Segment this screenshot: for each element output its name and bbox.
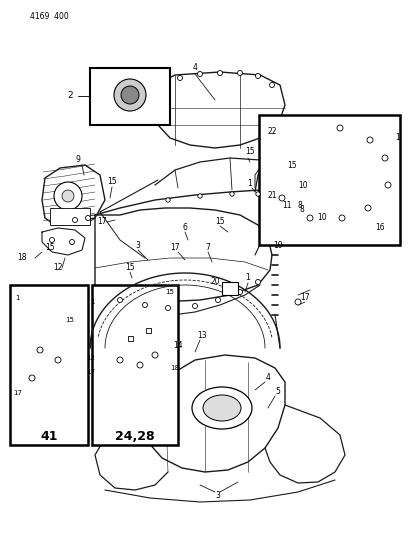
Circle shape [142,303,148,308]
Circle shape [367,137,373,143]
Circle shape [137,362,143,368]
Circle shape [307,215,313,221]
Text: 1: 1 [246,273,251,282]
Text: 14: 14 [173,341,183,350]
Text: 15: 15 [245,148,255,157]
Text: 17: 17 [13,390,22,396]
Bar [127,335,133,341]
Text: 15: 15 [125,263,135,272]
Text: 1: 1 [248,179,253,188]
Text: 12: 12 [53,263,63,272]
Text: 41: 41 [40,431,58,443]
Circle shape [339,215,345,221]
Circle shape [256,192,260,196]
Circle shape [177,76,182,80]
Circle shape [166,198,170,202]
Circle shape [62,190,74,202]
Ellipse shape [203,395,241,421]
Text: 17: 17 [97,217,107,227]
Circle shape [295,299,301,305]
Text: 10: 10 [298,181,308,190]
Text: 10: 10 [317,214,327,222]
Bar [50,208,90,225]
Circle shape [382,155,388,161]
Circle shape [49,238,55,243]
Circle shape [29,375,35,381]
Bar [10,285,88,445]
Circle shape [152,352,158,358]
Text: 1: 1 [15,295,20,301]
Circle shape [198,194,202,198]
Bar [92,285,178,445]
Text: 17: 17 [86,369,95,375]
Circle shape [37,347,43,353]
Circle shape [117,357,123,363]
Text: 18: 18 [17,254,27,262]
Circle shape [54,182,82,210]
Circle shape [121,86,139,104]
Circle shape [270,83,275,87]
Text: 15: 15 [215,217,225,227]
Circle shape [237,70,242,76]
Text: 15: 15 [287,160,297,169]
Circle shape [73,217,78,222]
Text: 19: 19 [273,240,283,249]
Text: 6: 6 [182,223,187,232]
Text: 18: 18 [170,365,179,371]
Circle shape [237,289,242,295]
Circle shape [230,192,234,196]
Circle shape [217,70,222,76]
Text: 8: 8 [300,206,305,214]
Circle shape [69,239,75,245]
Text: 8: 8 [297,200,302,209]
Circle shape [118,297,122,303]
Text: 12: 12 [86,355,95,361]
Bar [146,327,151,333]
Text: 5: 5 [275,387,280,397]
Circle shape [166,305,171,311]
Text: 15: 15 [107,177,117,187]
Text: 9: 9 [75,156,80,165]
Text: 17: 17 [300,294,310,303]
Text: 24,28: 24,28 [115,431,155,443]
Text: 3: 3 [215,490,220,499]
Text: 15: 15 [65,317,74,323]
Text: 22: 22 [267,127,277,136]
Text: 13: 13 [197,330,207,340]
Circle shape [114,79,146,111]
Circle shape [197,71,202,77]
Circle shape [255,279,260,285]
Text: 21: 21 [267,190,277,199]
Bar [90,68,170,125]
Circle shape [193,303,197,309]
Text: 20: 20 [210,278,220,287]
Circle shape [279,195,285,201]
Text: 7: 7 [206,244,211,253]
Bar [259,115,400,245]
Text: 15: 15 [45,244,55,253]
Circle shape [385,182,391,188]
Circle shape [337,125,343,131]
Text: 17: 17 [170,244,180,253]
Text: 1: 1 [91,299,95,305]
Circle shape [55,357,61,363]
Circle shape [215,297,220,303]
Text: 1: 1 [395,133,400,142]
Text: 15: 15 [165,289,174,295]
Circle shape [255,74,260,78]
Bar [222,282,238,295]
Text: 2: 2 [67,92,73,101]
Ellipse shape [192,387,252,429]
Text: 4: 4 [266,374,271,383]
Text: 4: 4 [193,63,197,72]
Text: 11: 11 [282,200,291,209]
Text: 3: 3 [135,240,140,249]
Circle shape [365,205,371,211]
Text: 4169  400: 4169 400 [30,12,69,21]
Circle shape [86,215,91,221]
Text: 16: 16 [375,223,385,232]
